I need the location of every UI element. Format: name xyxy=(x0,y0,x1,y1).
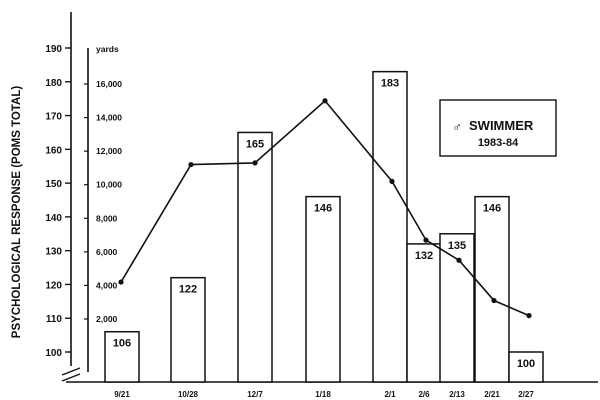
y-tick-label: 100 xyxy=(45,348,62,359)
y-tick-label: 130 xyxy=(45,247,62,258)
y-tick-label: 160 xyxy=(45,145,62,156)
bar-value-label: 146 xyxy=(483,203,501,215)
legend-symbol: ♂ xyxy=(452,119,462,134)
bar-value-label: 122 xyxy=(179,284,197,296)
bar xyxy=(406,243,442,383)
y2-tick-label: 6,000 xyxy=(96,247,118,257)
x-tick-label: 1/18 xyxy=(315,390,331,399)
line-point xyxy=(491,297,497,304)
bar-value-label: 165 xyxy=(246,138,264,150)
y-tick-label: 150 xyxy=(45,179,62,190)
legend-box xyxy=(439,99,557,157)
y2-tick-label: 16,000 xyxy=(96,79,122,89)
y2-tick-label: 2,000 xyxy=(96,314,118,324)
y-tick-label: 120 xyxy=(45,280,62,291)
legend-subtitle: 1983-84 xyxy=(478,137,519,149)
bar-series: 106 122 165 146 183 132 135 146 100 xyxy=(104,70,544,383)
line-point xyxy=(322,98,328,104)
bar-value-label: 132 xyxy=(415,250,433,262)
line-series xyxy=(118,98,532,319)
line-point xyxy=(423,237,429,243)
x-tick-label: 10/28 xyxy=(178,390,199,399)
x-tick-label: 9/21 xyxy=(114,390,130,399)
bar-value-label: 183 xyxy=(381,78,399,90)
x-tick-label: 2/21 xyxy=(484,390,500,399)
y2-tick-label: 8,000 xyxy=(96,213,118,223)
bar-value-label: 106 xyxy=(113,338,131,350)
bar xyxy=(474,195,510,383)
axis-break-mark xyxy=(61,367,81,382)
line-point xyxy=(188,161,194,168)
bar-value-label: 100 xyxy=(517,358,535,370)
bar xyxy=(237,131,273,383)
bar xyxy=(104,330,140,383)
y-tick-label: 110 xyxy=(46,314,63,325)
x-tick-label: 12/7 xyxy=(247,390,263,399)
x-tick-label: 2/6 xyxy=(418,390,430,399)
y2-tick-label: 12,000 xyxy=(96,146,122,156)
line-point xyxy=(118,279,124,285)
line-point xyxy=(526,313,532,319)
line-point xyxy=(456,257,462,263)
y-axis-title: PSYCHOLOGICAL RESPONSE (POMS TOTAL) xyxy=(11,86,23,339)
bar xyxy=(170,276,206,383)
y2-axis-label: yards xyxy=(96,44,119,54)
y-axis-ticks: 100 110 120 130 140 150 160 170 180 190 xyxy=(45,44,71,359)
legend-title: SWIMMER xyxy=(469,118,534,133)
bar xyxy=(305,195,341,383)
x-tick-label: 2/13 xyxy=(449,390,465,399)
bar-value-label: 146 xyxy=(314,203,332,215)
bar xyxy=(372,70,408,383)
y2-tick-label: 4,000 xyxy=(96,280,118,290)
y2-axis-ticks: 2,000 4,000 6,000 8,000 10,000 12,000 14,000 16… xyxy=(84,79,122,324)
legend: ♂ SWIMMER 1983-84 xyxy=(439,99,557,157)
x-axis-ticks: 9/21 10/28 12/7 1/18 2/1 2/6 2/13 2/21 2/27 xyxy=(114,390,534,399)
y-tick-label: 180 xyxy=(45,78,62,89)
y2-tick-label: 14,000 xyxy=(96,113,122,123)
bar-value-label: 135 xyxy=(448,240,466,252)
y-tick-label: 140 xyxy=(45,213,62,224)
y2-tick-label: 10,000 xyxy=(96,180,122,190)
x-tick-label: 2/1 xyxy=(384,390,396,399)
line-point xyxy=(252,160,258,166)
x-tick-label: 2/27 xyxy=(518,390,534,399)
y-tick-label: 190 xyxy=(45,44,62,55)
bar xyxy=(508,351,544,383)
bar xyxy=(439,233,475,383)
y-tick-label: 170 xyxy=(45,112,62,123)
line-point xyxy=(389,178,395,184)
